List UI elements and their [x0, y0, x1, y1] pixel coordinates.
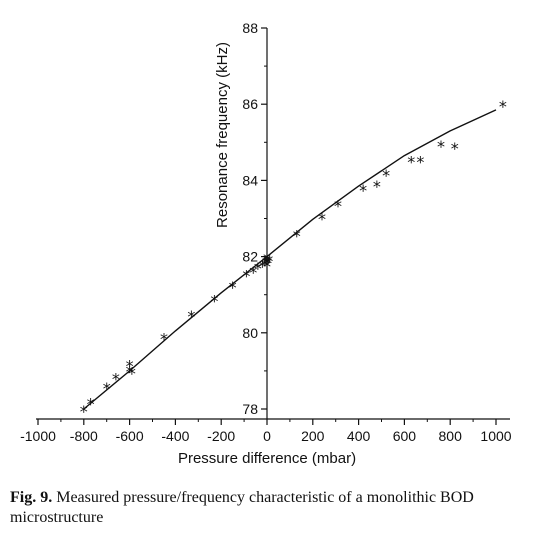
- data-point-marker: *: [87, 394, 95, 413]
- y-tick-label: 86: [242, 96, 258, 112]
- data-point-marker: *: [451, 139, 459, 158]
- x-tick-label: 600: [393, 428, 417, 444]
- figure-caption-text: Measured pressure/frequency characterist…: [10, 489, 474, 526]
- y-tick-label: 80: [242, 325, 258, 341]
- y-tick-label: 84: [242, 172, 258, 188]
- y-axis: 788082848688: [242, 20, 267, 419]
- data-point-marker: *: [416, 152, 424, 171]
- x-tick-label: 0: [263, 428, 271, 444]
- data-point-marker: *: [499, 97, 507, 116]
- data-point-marker: *: [210, 292, 218, 311]
- data-point-marker: *: [373, 177, 381, 196]
- data-point-marker: *: [128, 364, 136, 383]
- x-axis: -1000 -800 -600 -400 -200 0 200 400 600 800 1000: [20, 419, 512, 444]
- y-tick-label: 88: [242, 20, 258, 36]
- data-point-marker: *: [359, 181, 367, 200]
- y-axis-label: Resonance frequency (kHz): [214, 42, 231, 228]
- data-point-marker: *: [160, 330, 168, 349]
- x-tick-label: -600: [116, 428, 144, 444]
- data-point-marker: *: [187, 307, 195, 326]
- data-point-marker: *: [407, 152, 415, 171]
- data-point-marker: *: [318, 210, 326, 229]
- chart: -1000 -800 -600 -400 -200 0 200 400 600 800 1000 7…: [0, 0, 551, 470]
- x-tick-label: 200: [301, 428, 325, 444]
- x-tick-label: -200: [207, 428, 235, 444]
- data-point-marker: *: [293, 227, 301, 246]
- data-point-marker: *: [229, 278, 237, 297]
- data-point-marker: *: [437, 137, 445, 156]
- data-point-marker: *: [334, 196, 342, 215]
- x-tick-label: 1000: [480, 428, 511, 444]
- x-axis-label: Pressure difference (mbar): [178, 450, 356, 467]
- x-tick-label: -400: [161, 428, 189, 444]
- figure-caption: Fig. 9. Measured pressure/frequency char…: [10, 488, 545, 528]
- figure-caption-label: Fig. 9.: [10, 489, 52, 506]
- x-tick-label: 800: [439, 428, 463, 444]
- data-point-marker: *: [265, 252, 273, 271]
- x-tick-label: -1000: [20, 428, 56, 444]
- series-layer: *********************************: [80, 97, 507, 421]
- data-point-marker: *: [103, 379, 111, 398]
- data-point-marker: *: [382, 166, 390, 185]
- data-point-marker: *: [112, 370, 120, 389]
- x-tick-label: -800: [70, 428, 98, 444]
- y-tick-label: 78: [242, 401, 258, 417]
- fit-curve-line: [84, 110, 496, 409]
- x-tick-label: 400: [347, 428, 371, 444]
